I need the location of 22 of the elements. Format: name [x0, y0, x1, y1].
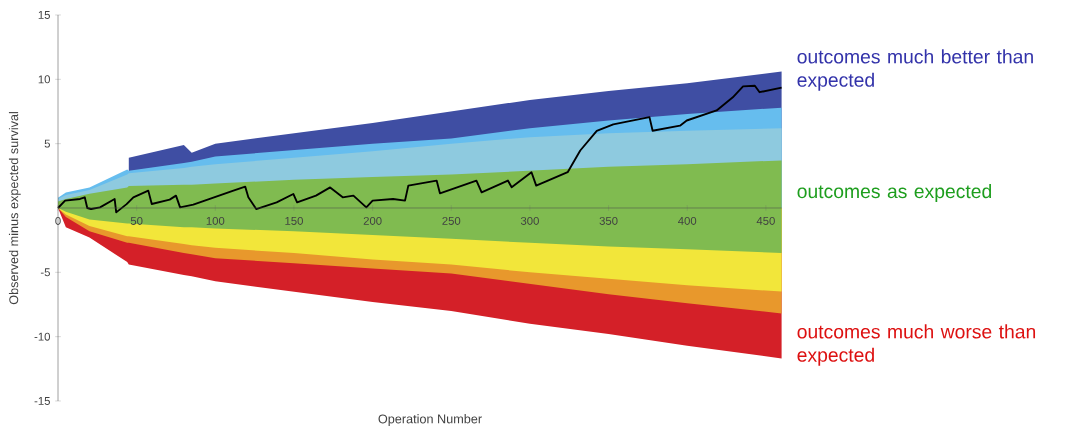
- text: outcomes much worse than expected: [797, 324, 1036, 366]
- x-tick-label: 400: [678, 216, 697, 225]
- y-tick-label: -15: [34, 397, 50, 405]
- y-tick-label: 5: [44, 139, 50, 148]
- x-tick-label: 100: [206, 216, 225, 225]
- x-tick-label: 50: [130, 216, 143, 225]
- text: outcomes much better than expected: [797, 49, 1033, 91]
- y-tick-label: 15: [38, 11, 50, 19]
- x-tick-label: 300: [520, 216, 539, 225]
- y-tick-label: 10: [38, 75, 50, 84]
- x-tick-label: 150: [285, 216, 303, 225]
- y-tick-label: -5: [40, 268, 50, 277]
- text: outcomes as expected: [797, 183, 992, 202]
- x-axis-title: Operation Number: [378, 414, 482, 426]
- x-tick-label: 450: [756, 216, 775, 225]
- line-series: [57, 84, 783, 214]
- x-tick-label: 200: [363, 216, 382, 225]
- y-axis-title: Observed minus expected survival: [8, 112, 21, 305]
- x-tick-label: 0: [55, 216, 61, 225]
- x-tick-label: 250: [442, 216, 461, 225]
- y-tick-label: -10: [34, 332, 50, 341]
- x-tick-label: 350: [599, 216, 618, 225]
